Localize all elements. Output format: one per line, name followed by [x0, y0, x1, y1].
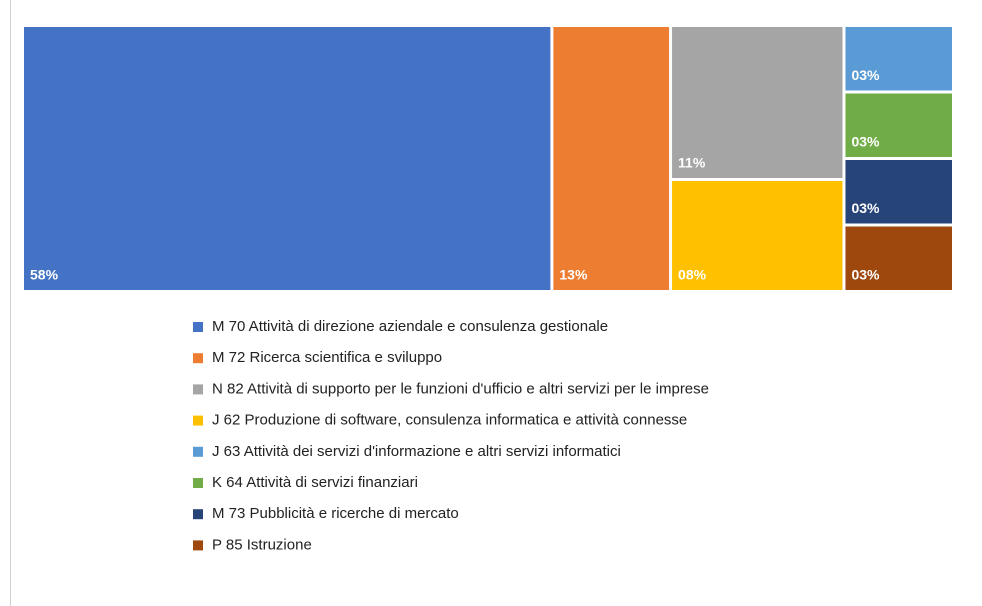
legend-swatch [193, 353, 203, 364]
legend-swatch [193, 446, 203, 457]
treemap-tile [24, 27, 551, 290]
data-label: 58% [30, 267, 59, 283]
legend-swatch [193, 478, 203, 488]
legend-swatch [193, 415, 203, 426]
treemap-tile [672, 27, 843, 178]
legend-label: J 63 Attività dei servizi d'informazione… [212, 443, 621, 460]
treemap-tile [553, 27, 670, 290]
legend-swatch [193, 509, 203, 520]
treemap-tile [845, 93, 952, 157]
data-label: 11% [678, 155, 706, 171]
legend-label: M 73 Pubblicità e ricerche di mercato [212, 505, 459, 522]
data-label: 13% [559, 267, 588, 283]
data-label: 03% [851, 67, 880, 83]
treemap-tile [672, 181, 843, 290]
data-label: 03% [851, 267, 880, 283]
treemap-tile [845, 160, 952, 224]
treemap-tile [845, 27, 952, 91]
legend-swatch [193, 322, 203, 332]
legend-label: N 82 Attività di supporto per le funzion… [212, 380, 709, 397]
data-label: 08% [678, 267, 707, 283]
legend-swatch [193, 540, 203, 551]
legend-swatch [193, 384, 203, 395]
legend-label: K 64 Attività di servizi finanziari [212, 474, 418, 491]
data-label: 03% [851, 134, 880, 150]
data-label: 03% [851, 200, 880, 216]
legend-label: J 62 Produzione di software, consulenza … [212, 412, 687, 429]
legend-label: M 70 Attività di direzione aziendale e c… [212, 318, 608, 335]
legend-label: M 72 Ricerca scientifica e sviluppo [212, 349, 442, 366]
legend-label: P 85 Istruzione [212, 536, 312, 553]
treemap-tile [845, 226, 952, 290]
